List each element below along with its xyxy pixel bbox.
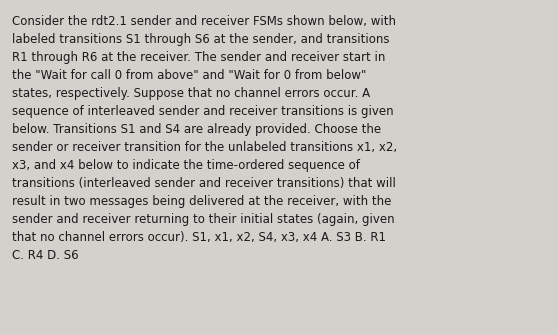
Text: Consider the rdt2.1 sender and receiver FSMs shown below, with
labeled transitio: Consider the rdt2.1 sender and receiver … xyxy=(12,15,397,262)
